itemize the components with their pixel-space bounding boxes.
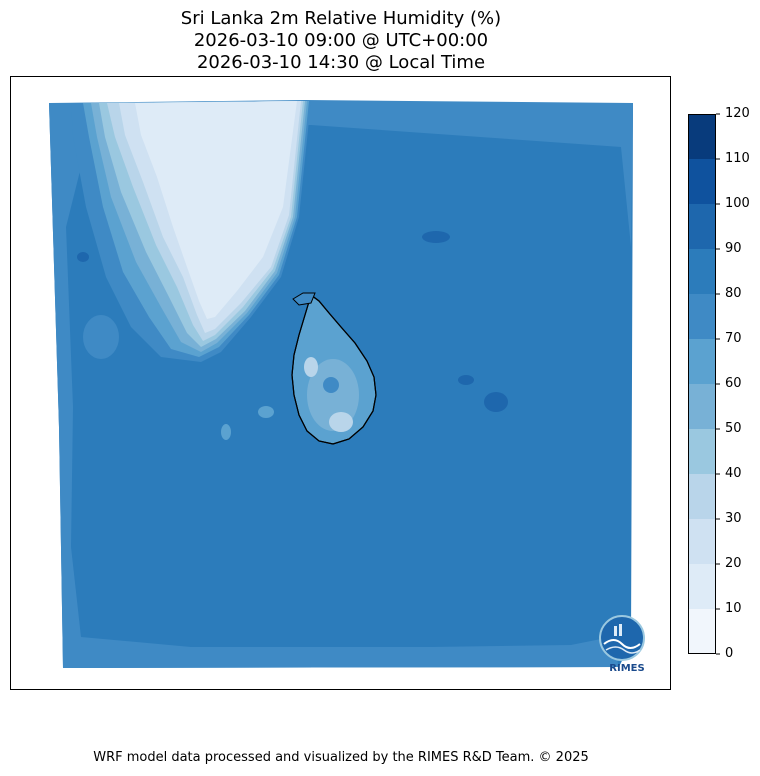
colorbar-level-3 — [688, 474, 716, 519]
humidity-map — [49, 100, 633, 668]
footer-credit: WRF model data processed and visualized … — [93, 750, 589, 765]
sea-feature-7 — [83, 315, 119, 359]
colorbar-tick-label: 100 — [725, 196, 750, 211]
title-local-time: 2026-03-10 14:30 @ Local Time — [196, 52, 486, 73]
colorbar-tick-label: 40 — [725, 466, 742, 481]
colorbar-level-2 — [688, 519, 716, 564]
rimes-logo-text: RIMES — [609, 663, 645, 674]
title-variable: Sri Lanka 2m Relative Humidity (%) — [180, 8, 502, 29]
colorbar-tick-label: 110 — [725, 151, 750, 166]
colorbar-level-11 — [688, 114, 716, 159]
jaffna-peninsula — [292, 292, 316, 306]
colorbar-gradient — [688, 113, 720, 655]
map-frame — [10, 76, 671, 690]
colorbar-level-8 — [688, 249, 716, 294]
colorbar-tick-label: 0 — [725, 646, 734, 661]
sea-feature-6 — [221, 424, 231, 440]
colorbar-level-9 — [688, 204, 716, 249]
map-title: Sri Lanka 2m Relative Humidity (%) 2026-… — [0, 8, 682, 74]
colorbar-tick-label: 30 — [725, 511, 742, 526]
colorbar-tick-label: 10 — [725, 601, 742, 616]
title-utc-time: 2026-03-10 09:00 @ UTC+00:00 — [193, 30, 489, 51]
colorbar-tick-label: 90 — [725, 241, 742, 256]
colorbar-level-5 — [688, 384, 716, 429]
colorbar-tick-label: 20 — [725, 556, 742, 571]
colorbar-tick-label: 120 — [725, 106, 750, 121]
colorbar-level-10 — [688, 159, 716, 204]
colorbar-tick-label: 60 — [725, 376, 742, 391]
colorbar-tick-label: 70 — [725, 331, 742, 346]
sri-lanka-30-40-a — [329, 412, 353, 432]
sri-lanka-coastline — [291, 294, 377, 445]
rimes-logo-icon — [599, 615, 645, 661]
colorbar-tick-label: 50 — [725, 421, 742, 436]
sri-lanka-30-40-b — [304, 357, 318, 377]
colorbar — [688, 113, 720, 655]
sea-feature-5 — [258, 406, 274, 418]
colorbar-level-4 — [688, 429, 716, 474]
colorbar-level-7 — [688, 294, 716, 339]
rimes-logo: RIMES — [596, 610, 658, 678]
sea-feature-2 — [458, 375, 474, 385]
colorbar-tick-label: 80 — [725, 286, 742, 301]
sri-lanka-core — [323, 377, 339, 393]
sea-feature-3 — [484, 392, 508, 412]
india-10-20 — [135, 101, 297, 319]
colorbar-border — [688, 114, 716, 654]
colorbar-level-1 — [688, 564, 716, 609]
colorbar-level-0 — [688, 609, 716, 654]
sea-feature-1 — [422, 231, 450, 243]
sea-feature-4 — [77, 252, 89, 262]
colorbar-level-6 — [688, 339, 716, 384]
